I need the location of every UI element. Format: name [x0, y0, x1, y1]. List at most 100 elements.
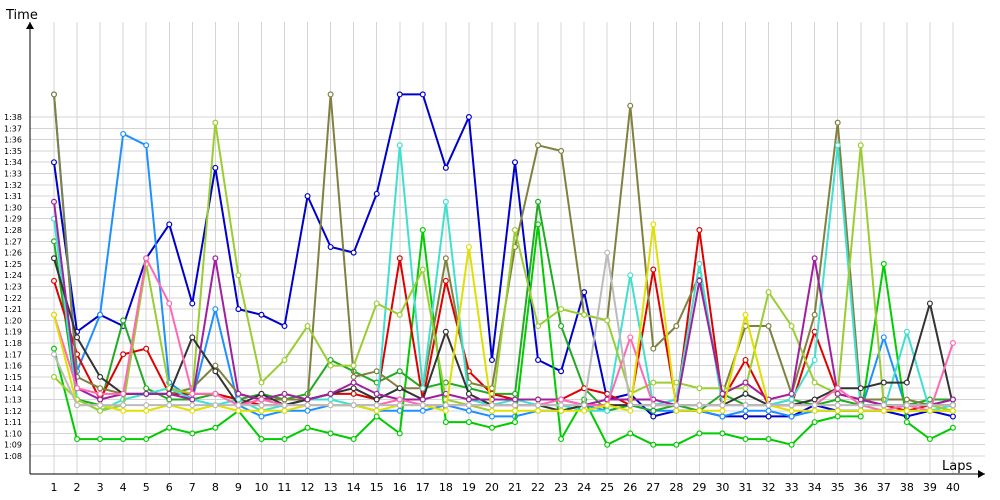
- data-point: [488, 413, 495, 420]
- data-point: [419, 385, 426, 392]
- data-point: [212, 164, 219, 171]
- data-point: [696, 407, 703, 414]
- data-point: [627, 430, 634, 437]
- data-point: [281, 407, 288, 414]
- data-point: [511, 407, 518, 414]
- y-axis-label: Time: [5, 8, 38, 23]
- y-tick-label: 1:34: [4, 158, 22, 167]
- data-point: [903, 328, 910, 335]
- data-point: [880, 379, 887, 386]
- data-point: [120, 390, 127, 397]
- data-point: [604, 249, 611, 256]
- data-point: [189, 402, 196, 409]
- data-point: [742, 385, 749, 392]
- series-line: [50, 221, 956, 448]
- data-point: [97, 311, 104, 318]
- axes: [26, 22, 985, 478]
- data-point: [327, 362, 334, 369]
- data-point: [166, 300, 173, 307]
- data-point: [742, 413, 749, 420]
- data-point: [926, 402, 933, 409]
- data-point: [949, 413, 956, 420]
- data-point: [488, 402, 495, 409]
- data-point: [857, 413, 864, 420]
- data-point: [903, 419, 910, 426]
- data-point: [143, 402, 150, 409]
- x-tick-label: 36: [854, 481, 868, 494]
- data-point: [396, 311, 403, 318]
- series-path: [53, 93, 954, 407]
- data-point: [74, 436, 81, 443]
- data-point: [350, 402, 357, 409]
- data-point: [373, 368, 380, 375]
- data-point: [788, 413, 795, 420]
- x-tick-label: 26: [623, 481, 637, 494]
- data-point: [258, 396, 265, 403]
- data-point: [811, 311, 818, 318]
- data-point: [581, 311, 588, 318]
- data-point: [696, 430, 703, 437]
- data-point: [880, 402, 887, 409]
- data-point: [857, 402, 864, 409]
- x-tick-label: 34: [808, 481, 822, 494]
- data-point: [949, 402, 956, 409]
- data-point: [419, 402, 426, 409]
- data-point: [650, 402, 657, 409]
- y-tick-label: 1:22: [4, 294, 22, 303]
- data-point: [949, 340, 956, 347]
- data-point: [673, 407, 680, 414]
- x-tick-label: 15: [370, 481, 384, 494]
- data-point: [304, 402, 311, 409]
- data-point: [604, 441, 611, 448]
- data-point: [742, 436, 749, 443]
- data-point: [719, 390, 726, 397]
- data-point: [120, 130, 127, 137]
- data-point: [903, 407, 910, 414]
- data-point: [558, 436, 565, 443]
- data-point: [765, 289, 772, 296]
- x-tick-label: 22: [531, 481, 545, 494]
- data-point: [511, 419, 518, 426]
- data-point: [419, 91, 426, 98]
- data-point: [834, 413, 841, 420]
- data-point: [604, 402, 611, 409]
- y-tick-label: 1:28: [4, 226, 22, 235]
- data-point: [834, 402, 841, 409]
- data-point: [650, 379, 657, 386]
- data-point: [811, 402, 818, 409]
- data-point: [465, 419, 472, 426]
- data-point: [373, 413, 380, 420]
- data-point: [765, 407, 772, 414]
- x-tick-label: 32: [762, 481, 776, 494]
- data-point: [304, 193, 311, 200]
- data-point: [281, 323, 288, 330]
- x-tick-label: 37: [877, 481, 891, 494]
- data-point: [258, 379, 265, 386]
- data-point: [189, 407, 196, 414]
- data-point: [97, 436, 104, 443]
- data-point: [535, 402, 542, 409]
- data-point: [535, 407, 542, 414]
- data-point: [535, 323, 542, 330]
- data-point: [511, 227, 518, 234]
- data-point: [373, 390, 380, 397]
- data-point: [788, 407, 795, 414]
- data-point: [327, 430, 334, 437]
- data-point: [558, 306, 565, 313]
- data-point: [120, 436, 127, 443]
- data-point: [281, 356, 288, 363]
- data-point: [350, 249, 357, 256]
- x-tick-label: 38: [900, 481, 914, 494]
- data-point: [327, 390, 334, 397]
- data-point: [558, 323, 565, 330]
- data-point: [442, 164, 449, 171]
- data-point: [650, 266, 657, 273]
- data-point: [558, 402, 565, 409]
- x-tick-label: 9: [235, 481, 242, 494]
- x-tick-label: 2: [74, 481, 81, 494]
- data-point: [627, 102, 634, 109]
- data-point: [742, 407, 749, 414]
- data-point: [281, 402, 288, 409]
- data-point: [442, 255, 449, 262]
